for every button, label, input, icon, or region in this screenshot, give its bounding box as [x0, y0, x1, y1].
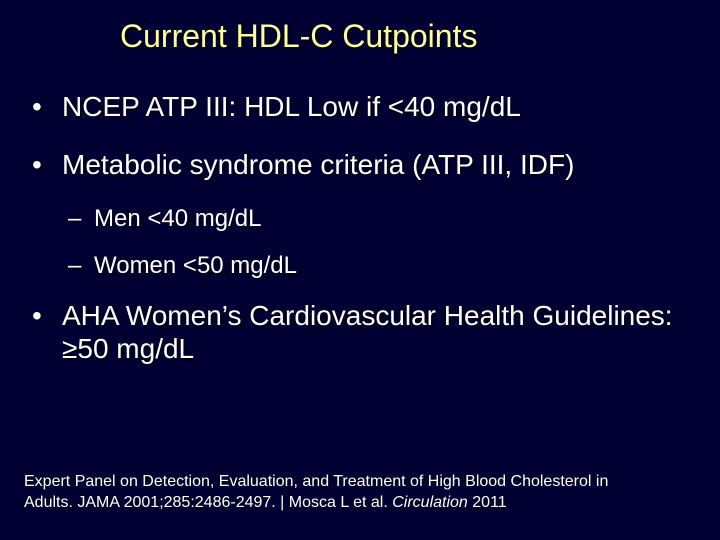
- bullet-metabolic: Metabolic syndrome criteria (ATP III, ID…: [24, 148, 696, 182]
- slide: Current HDL-C Cutpoints NCEP ATP III: HD…: [0, 0, 720, 540]
- citation: Expert Panel on Detection, Evaluation, a…: [24, 472, 660, 514]
- bullet-women: Women <50 mg/dL: [24, 252, 696, 281]
- bullet-men: Men <40 mg/dL: [24, 205, 696, 234]
- bullet-aha: AHA Women’s Cardiovascular Health Guidel…: [24, 299, 696, 366]
- citation-text-2: 2011: [468, 494, 507, 511]
- citation-journal: Circulation: [392, 494, 468, 511]
- slide-body: NCEP ATP III: HDL Low if <40 mg/dL Metab…: [24, 90, 696, 390]
- bullet-ncep: NCEP ATP III: HDL Low if <40 mg/dL: [24, 90, 696, 124]
- citation-text-1: Expert Panel on Detection, Evaluation, a…: [24, 473, 608, 511]
- slide-title: Current HDL-C Cutpoints: [120, 18, 477, 55]
